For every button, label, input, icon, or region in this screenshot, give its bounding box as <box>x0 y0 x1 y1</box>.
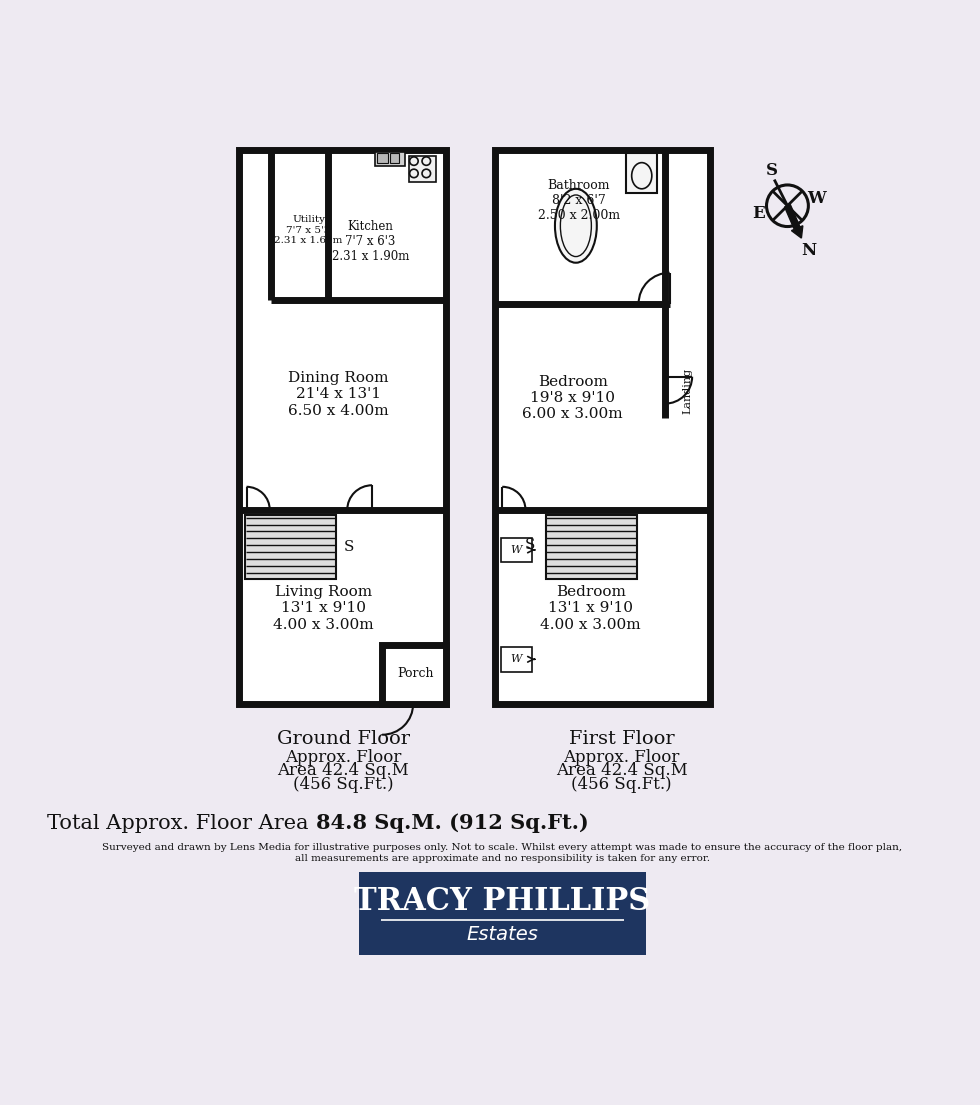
Text: Bedroom
13'1 x 9'10
4.00 x 3.00m: Bedroom 13'1 x 9'10 4.00 x 3.00m <box>540 586 641 632</box>
Text: Estates: Estates <box>466 926 538 945</box>
Text: Ground Floor: Ground Floor <box>277 730 410 748</box>
Text: (456 Sq.Ft.): (456 Sq.Ft.) <box>293 777 394 793</box>
Text: all measurements are approximate and no responsibility is taken for any error.: all measurements are approximate and no … <box>295 854 710 863</box>
Bar <box>390 154 399 164</box>
Text: Kitchen
7'7 x 6'3
2.31 x 1.90m: Kitchen 7'7 x 6'3 2.31 x 1.90m <box>332 220 410 263</box>
Bar <box>546 515 637 579</box>
FancyArrow shape <box>785 204 803 238</box>
Text: Approx. Floor: Approx. Floor <box>285 748 402 766</box>
Text: E: E <box>753 204 765 222</box>
Bar <box>376 154 388 164</box>
Text: S: S <box>525 538 535 552</box>
Bar <box>375 151 405 166</box>
Text: Total Approx. Floor Area: Total Approx. Floor Area <box>47 813 315 833</box>
Text: Porch: Porch <box>397 667 434 681</box>
Text: Bedroom
19'8 x 9'10
6.00 x 3.00m: Bedroom 19'8 x 9'10 6.00 x 3.00m <box>522 375 623 421</box>
Text: TRACY PHILLIPS: TRACY PHILLIPS <box>354 885 651 916</box>
Text: W: W <box>807 190 825 207</box>
Text: Bathroom
8'2 x 6'7
2.50 x 2.00m: Bathroom 8'2 x 6'7 2.50 x 2.00m <box>538 179 620 222</box>
Bar <box>495 149 710 704</box>
Text: N: N <box>802 242 816 259</box>
Text: Area 42.4 Sq.M: Area 42.4 Sq.M <box>556 762 688 779</box>
Text: Living Room
13'1 x 9'10
4.00 x 3.00m: Living Room 13'1 x 9'10 4.00 x 3.00m <box>272 586 373 632</box>
Text: Surveyed and drawn by Lens Media for illustrative purposes only. Not to scale. W: Surveyed and drawn by Lens Media for ill… <box>102 842 903 852</box>
Bar <box>410 156 435 182</box>
Bar <box>239 149 447 704</box>
Bar <box>626 154 658 193</box>
Bar <box>382 644 447 704</box>
Text: S: S <box>344 540 354 554</box>
Text: W: W <box>511 654 522 664</box>
Text: Approx. Floor: Approx. Floor <box>564 748 680 766</box>
Text: S: S <box>766 161 778 179</box>
Text: (456 Sq.Ft.): (456 Sq.Ft.) <box>571 777 672 793</box>
Ellipse shape <box>632 162 652 189</box>
Text: First Floor: First Floor <box>568 730 674 748</box>
Bar <box>359 872 646 955</box>
Bar <box>501 538 532 562</box>
Text: W: W <box>511 545 522 555</box>
Text: Utility
7'7 x 5'3
2.31 x 1.60m: Utility 7'7 x 5'3 2.31 x 1.60m <box>274 215 343 245</box>
Text: Dining Room
21'4 x 13'1
6.50 x 4.00m: Dining Room 21'4 x 13'1 6.50 x 4.00m <box>288 371 389 418</box>
Bar <box>501 646 532 672</box>
Text: 84.8 Sq.M. (912 Sq.Ft.): 84.8 Sq.M. (912 Sq.Ft.) <box>317 813 589 833</box>
Bar <box>245 515 336 579</box>
Text: Area 42.4 Sq.M: Area 42.4 Sq.M <box>277 762 410 779</box>
Ellipse shape <box>555 189 597 263</box>
Text: Landing: Landing <box>682 368 693 413</box>
